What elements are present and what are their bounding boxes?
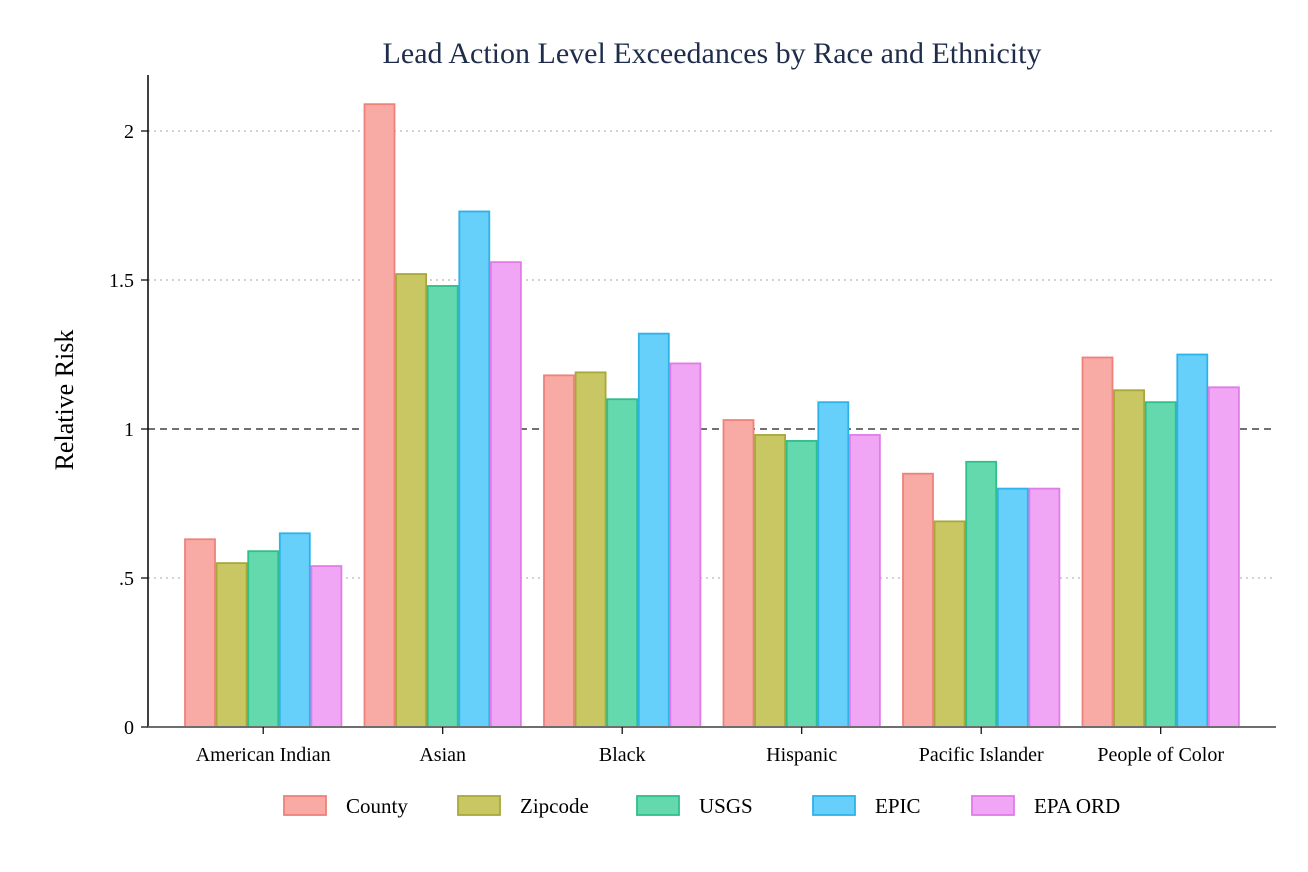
x-tick-label: Hispanic [766, 744, 837, 766]
x-tick-label: Asian [419, 744, 466, 766]
x-tick-label: Pacific Islander [919, 744, 1044, 766]
x-tick-label: American Indian [196, 744, 331, 766]
bar-zipcode [933, 520, 966, 728]
legend-label: Zipcode [520, 794, 589, 818]
bar-usgs [426, 285, 459, 728]
bar-epic [458, 210, 491, 728]
x-tick-label: Black [599, 744, 646, 766]
bar-county [543, 374, 575, 728]
bar-zipcode [754, 434, 786, 728]
bar-epic [278, 532, 311, 728]
legend-label: EPA ORD [1034, 794, 1120, 818]
bar-usgs [1144, 401, 1177, 728]
bar-usgs [606, 398, 639, 728]
legend: County Zipcode USGS EPIC EPA ORD [283, 794, 1120, 818]
bars [184, 103, 1240, 728]
y-tick-label: 1 [124, 419, 134, 441]
bar-epa-ord [310, 565, 343, 728]
bar-zipcode [395, 273, 428, 728]
bar-county [722, 419, 755, 728]
bar-zipcode [215, 562, 248, 728]
legend-swatch-epic [812, 795, 856, 816]
bar-county [1081, 356, 1114, 728]
bar-county [363, 103, 396, 728]
legend-label: USGS [699, 794, 753, 818]
bar-epa-ord [1208, 386, 1240, 728]
bar-zipcode [574, 371, 607, 728]
legend-label: EPIC [875, 794, 921, 818]
legend-swatch-zipcode [457, 795, 501, 816]
y-tick-label: 1.5 [109, 270, 134, 292]
y-axis-label: Relative Risk [50, 330, 79, 471]
legend-label: County [346, 794, 408, 818]
y-tick-label: .5 [119, 568, 134, 590]
legend-swatch-usgs [636, 795, 680, 816]
y-tick-label: 0 [124, 717, 134, 739]
bar-zipcode [1113, 389, 1145, 728]
bar-usgs [785, 440, 818, 728]
bar-epa-ord [1028, 487, 1061, 728]
chart-title: Lead Action Level Exceedances by Race an… [383, 37, 1042, 70]
legend-swatch-epa-ord [971, 795, 1015, 816]
axes: 0 .5 1 1.5 2 American Indian Asian Black Hispani… [109, 75, 1276, 766]
legend-swatch-county [283, 795, 327, 816]
bar-epic [637, 332, 670, 728]
bar-usgs [965, 460, 998, 728]
bar-epic [996, 487, 1029, 728]
x-tick-label: People of Color [1097, 744, 1224, 766]
bar-epic [817, 401, 850, 728]
bar-epa-ord [669, 362, 702, 728]
bar-epic [1176, 353, 1209, 728]
bar-epa-ord [489, 261, 522, 728]
bar-county [902, 472, 934, 728]
bar-county [184, 538, 216, 728]
y-tick-label: 2 [124, 121, 134, 143]
bar-usgs [247, 550, 280, 728]
bar-epa-ord [849, 434, 881, 728]
